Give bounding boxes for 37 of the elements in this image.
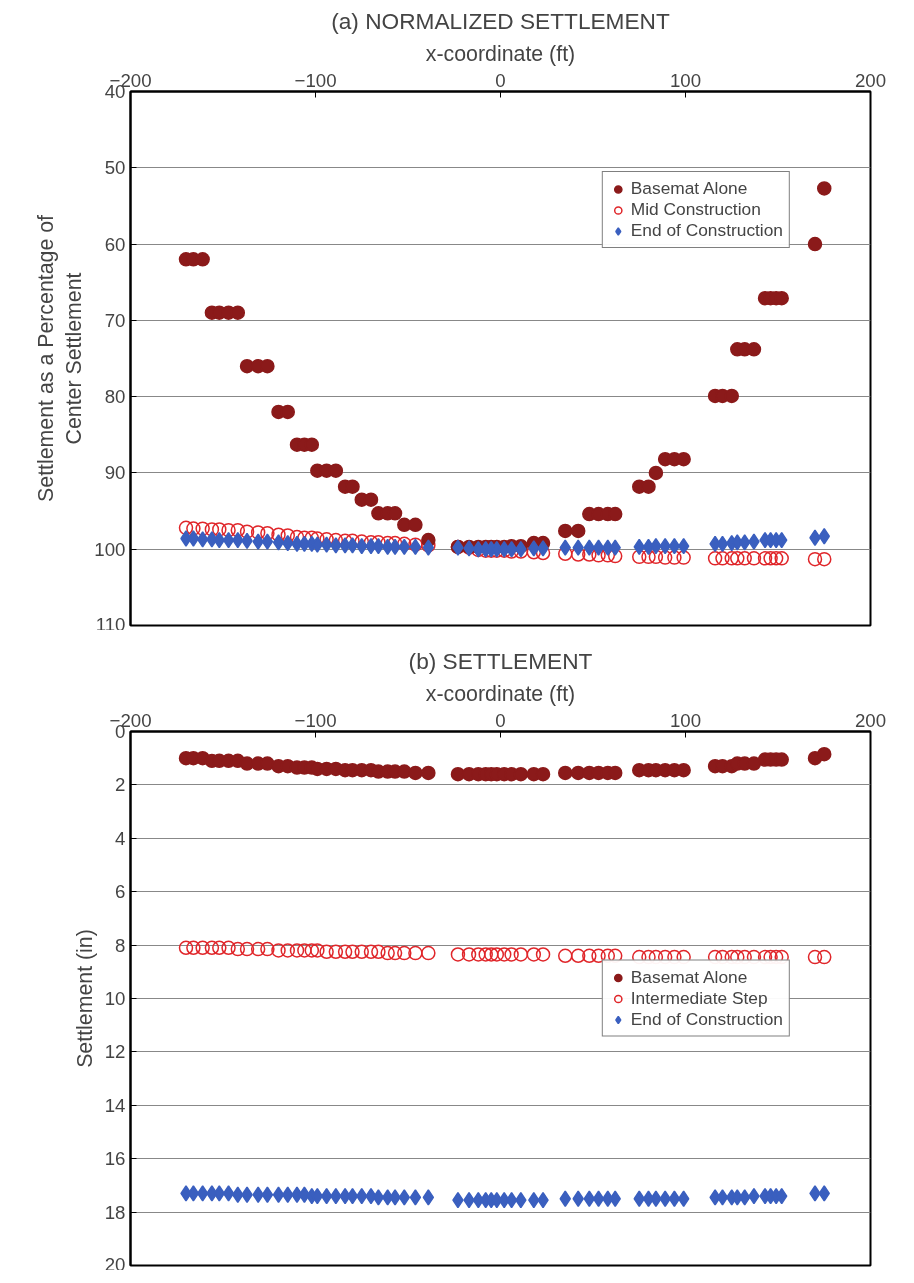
y-tick-label: 8 [115,934,126,956]
x-tick-label: −100 [294,69,337,91]
y-tick-label: 90 [104,462,126,484]
chart-title: (b) SETTLEMENT [408,647,593,674]
y-tick-label: 70 [104,309,126,331]
y-axis-title: Settlement as a Percentage of Center Settlement [33,214,87,502]
chart-title: (a) NORMALIZED SETTLEMENT [331,7,670,34]
x-tick-label: 100 [669,709,702,731]
legend-label: Basemat Alone [630,966,748,988]
y-tick-label: 18 [104,1201,126,1223]
y-tick-label: 80 [104,386,126,408]
y-tick-label: 10 [104,988,126,1009]
x-tick-label: −100 [294,709,337,731]
x-axis-title: x-coordinate (ft) [425,41,576,66]
y-tick-label: 100 [94,538,126,560]
y-tick-label: 2 [115,774,126,796]
y-tick-label: 20 [104,1253,126,1275]
x-tick-label: 200 [854,69,887,91]
legend-label: Basemat Alone [630,178,748,199]
y-tick-label: 16 [104,1148,126,1170]
y-tick-label: 14 [104,1094,126,1116]
x-tick-label: 200 [854,709,887,731]
x-tick-label: 100 [669,69,702,91]
legend-label: End of Construction [630,220,783,241]
y-tick-label: 6 [115,881,126,903]
x-axis-title: x-coordinate (ft) [425,681,576,706]
y-axis-title: Settlement (in) [72,929,97,1068]
y-tick-label: 110 [95,613,126,635]
y-tick-label: 4 [115,827,126,849]
x-tick-label: 0 [495,709,506,731]
legend-label: Intermediate Step [630,987,768,1009]
y-tick-label: 50 [104,157,126,179]
legend-label: Mid Construction [630,199,761,220]
x-tick-label: 0 [495,69,506,91]
legend-label: End of Construction [630,1008,783,1030]
y-tick-label: 12 [104,1041,126,1063]
y-tick-label: 60 [104,233,126,255]
